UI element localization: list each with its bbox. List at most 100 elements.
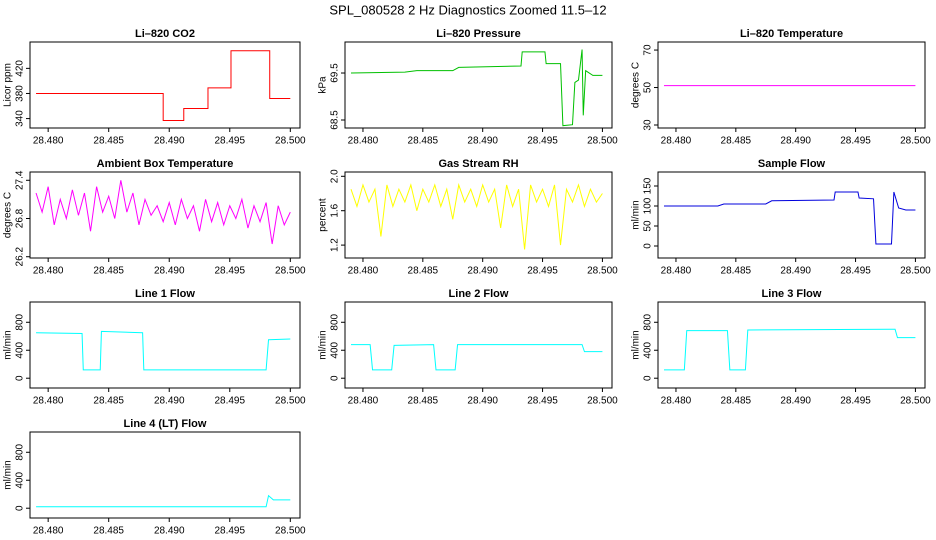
panel-title: Gas Stream RH: [438, 158, 518, 170]
x-tick-label: 28.490: [780, 136, 811, 147]
x-tick-label: 28.480: [33, 526, 64, 537]
x-tick-label: 28.480: [348, 396, 379, 407]
plot-frame: [657, 301, 926, 389]
x-tick-label: 28.490: [467, 396, 498, 407]
x-tick-label: 28.490: [467, 136, 498, 147]
y-tick-label: 26.8: [15, 208, 26, 228]
x-tick-label: 28.485: [93, 136, 124, 147]
data-line: [36, 494, 291, 508]
y-tick-label: 0: [643, 243, 654, 249]
data-line: [663, 191, 916, 245]
y-tick-label: 68.5: [330, 110, 341, 130]
data-line: [350, 182, 603, 250]
y-tick-label: 150: [643, 177, 654, 194]
plot-frame: [344, 301, 613, 389]
y-tick-label: 420: [15, 60, 26, 77]
y-axis-label: ml/min: [3, 460, 14, 489]
x-tick-label: 28.500: [275, 396, 306, 407]
panel-title: Line 2 Flow: [449, 288, 509, 300]
y-tick-label: 0: [643, 375, 654, 381]
x-tick-label: 28.485: [93, 266, 124, 277]
data-line: [350, 344, 603, 371]
x-tick-label: 28.500: [587, 266, 618, 277]
x-tick-label: 28.500: [900, 136, 931, 147]
x-tick-label: 28.485: [721, 266, 752, 277]
y-axis-label: ml/min: [318, 330, 329, 359]
y-axis-label: ml/min: [631, 330, 642, 359]
x-tick-label: 28.480: [661, 136, 692, 147]
y-tick-label: 1.6: [330, 203, 341, 217]
x-tick-label: 28.495: [527, 266, 558, 277]
y-tick-label: 30: [643, 119, 654, 131]
x-tick-label: 28.485: [93, 526, 124, 537]
x-tick-label: 28.490: [780, 266, 811, 277]
x-tick-label: 28.485: [721, 136, 752, 147]
panel-title: Line 4 (LT) Flow: [124, 418, 207, 430]
x-tick-label: 28.485: [408, 136, 439, 147]
data-line: [36, 50, 291, 121]
x-tick-label: 28.495: [214, 136, 245, 147]
panel-title: Li–820 CO2: [135, 28, 195, 40]
x-tick-label: 28.490: [154, 266, 185, 277]
x-tick-label: 28.500: [587, 136, 618, 147]
data-line: [36, 330, 291, 371]
x-tick-label: 28.485: [93, 396, 124, 407]
data-line: [35, 180, 291, 245]
panel-title: Sample Flow: [758, 158, 826, 170]
data-line: [663, 328, 916, 371]
y-tick-label: 400: [330, 341, 341, 358]
y-axis-label: kPa: [318, 76, 329, 94]
x-tick-label: 28.480: [348, 266, 379, 277]
data-line: [350, 49, 603, 127]
plot-frame: [344, 41, 613, 129]
y-axis-label: degrees C: [3, 192, 14, 238]
x-tick-label: 28.480: [33, 136, 64, 147]
x-tick-label: 28.490: [467, 266, 498, 277]
y-tick-label: 27.4: [15, 170, 26, 190]
x-tick-label: 28.495: [214, 266, 245, 277]
y-tick-label: 340: [15, 110, 26, 127]
y-tick-label: 800: [15, 313, 26, 330]
x-tick-label: 28.500: [587, 396, 618, 407]
panel-title: Line 3 Flow: [762, 288, 822, 300]
x-tick-label: 28.495: [214, 526, 245, 537]
x-tick-label: 28.495: [527, 396, 558, 407]
x-tick-label: 28.500: [900, 266, 931, 277]
x-tick-label: 28.485: [408, 266, 439, 277]
plot-frame: [29, 301, 301, 389]
y-axis-label: ml/min: [631, 200, 642, 229]
plot-frame: [29, 431, 301, 519]
y-tick-label: 69.5: [330, 63, 341, 83]
x-tick-label: 28.495: [527, 136, 558, 147]
y-tick-label: 0: [330, 375, 341, 381]
y-tick-label: 400: [643, 341, 654, 358]
x-tick-label: 28.480: [33, 396, 64, 407]
x-tick-label: 28.495: [840, 136, 871, 147]
x-tick-label: 28.485: [721, 396, 752, 407]
y-tick-label: 800: [15, 443, 26, 460]
x-tick-label: 28.500: [275, 266, 306, 277]
y-axis-label: ml/min: [3, 330, 14, 359]
y-tick-label: 800: [330, 313, 341, 330]
x-tick-label: 28.490: [154, 396, 185, 407]
y-tick-label: 2.0: [330, 169, 341, 183]
y-tick-label: 70: [643, 44, 654, 56]
plot-frame: [29, 41, 301, 129]
panel-title: Line 1 Flow: [135, 288, 195, 300]
x-tick-label: 28.495: [840, 266, 871, 277]
plot-frame: [344, 171, 613, 259]
plot-frame: [29, 171, 301, 259]
y-tick-label: 0: [15, 375, 26, 381]
plot-frame: [657, 171, 926, 259]
panel-title: Ambient Box Temperature: [97, 158, 234, 170]
y-tick-label: 380: [15, 85, 26, 102]
y-tick-label: 50: [643, 82, 654, 94]
y-tick-label: 0: [15, 505, 26, 511]
x-tick-label: 28.490: [154, 526, 185, 537]
x-tick-label: 28.500: [900, 396, 931, 407]
y-tick-label: 400: [15, 471, 26, 488]
x-tick-label: 28.480: [33, 266, 64, 277]
x-tick-label: 28.490: [780, 396, 811, 407]
y-tick-label: 800: [643, 313, 654, 330]
